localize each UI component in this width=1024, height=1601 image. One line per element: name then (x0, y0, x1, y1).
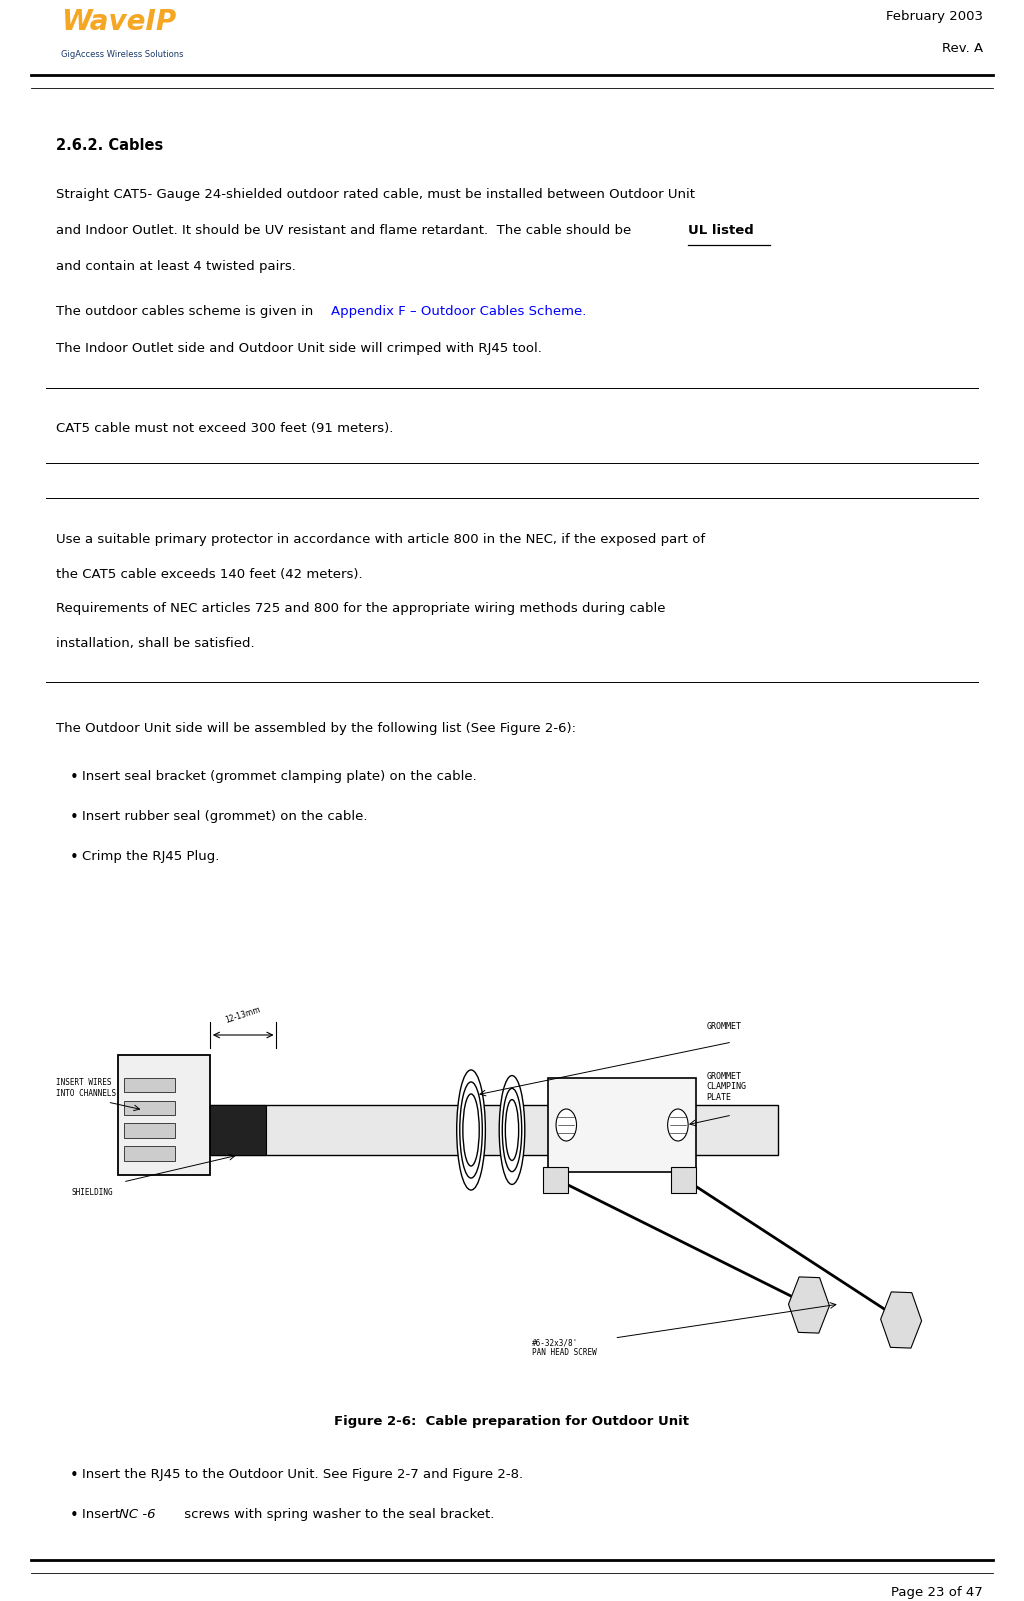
Bar (548, 1077, 696, 1172)
Bar (124, 1077, 174, 1092)
Ellipse shape (463, 1093, 479, 1166)
Text: GROMMET: GROMMET (707, 1021, 741, 1031)
Text: Insert: Insert (82, 1508, 124, 1521)
Ellipse shape (506, 1100, 518, 1161)
Bar (210, 1105, 266, 1154)
Text: #6-32x3/8'
PAN HEAD SCREW: #6-32x3/8' PAN HEAD SCREW (532, 1338, 597, 1358)
Text: UL listed: UL listed (688, 224, 754, 237)
Circle shape (668, 1109, 688, 1142)
Ellipse shape (502, 1089, 521, 1172)
Bar (124, 1146, 174, 1161)
Text: The Indoor Outlet side and Outdoor Unit side will crimped with RJ45 tool.: The Indoor Outlet side and Outdoor Unit … (56, 343, 542, 355)
Text: GigAccess Wireless Solutions: GigAccess Wireless Solutions (61, 50, 184, 59)
Text: •: • (70, 1468, 79, 1483)
Text: •: • (70, 810, 79, 825)
Text: Straight CAT5- Gauge 24-shielded outdoor rated cable, must be installed between : Straight CAT5- Gauge 24-shielded outdoor… (56, 187, 695, 202)
Text: The outdoor cables scheme is given in: The outdoor cables scheme is given in (56, 306, 317, 319)
Text: Figure 2-6:  Cable preparation for Outdoor Unit: Figure 2-6: Cable preparation for Outdoo… (335, 1415, 689, 1428)
Text: Use a suitable primary protector in accordance with article 800 in the NEC, if t: Use a suitable primary protector in acco… (56, 533, 706, 546)
Text: NC -6: NC -6 (119, 1508, 156, 1521)
Bar (543, 1167, 568, 1193)
Circle shape (556, 1109, 577, 1142)
Bar (124, 1124, 174, 1138)
Text: 2.6.2. Cables: 2.6.2. Cables (56, 138, 164, 154)
Ellipse shape (500, 1076, 524, 1185)
Text: Insert seal bracket (grommet clamping plate) on the cable.: Insert seal bracket (grommet clamping pl… (82, 770, 476, 783)
Ellipse shape (457, 1069, 485, 1190)
Bar (671, 1167, 696, 1193)
Text: Insert the RJ45 to the Outdoor Unit. See Figure 2-7 and Figure 2-8.: Insert the RJ45 to the Outdoor Unit. See… (82, 1468, 523, 1481)
Text: The Outdoor Unit side will be assembled by the following list (See Figure 2-6):: The Outdoor Unit side will be assembled … (56, 722, 577, 735)
Text: Rev. A: Rev. A (942, 42, 983, 54)
Text: •: • (70, 1508, 79, 1523)
Text: GROMMET
CLAMPING
PLATE: GROMMET CLAMPING PLATE (707, 1073, 746, 1101)
Text: •: • (70, 850, 79, 865)
Bar (118, 1055, 210, 1175)
Bar (124, 1100, 174, 1114)
Text: installation, shall be satisfied.: installation, shall be satisfied. (56, 637, 255, 650)
Text: Requirements of NEC articles 725 and 800 for the appropriate wiring methods duri: Requirements of NEC articles 725 and 800… (56, 602, 666, 615)
Text: February 2003: February 2003 (886, 10, 983, 22)
Text: WaveIP: WaveIP (61, 8, 177, 35)
Text: CAT5 cable must not exceed 300 feet (91 meters).: CAT5 cable must not exceed 300 feet (91 … (56, 423, 393, 435)
Text: SHIELDING: SHIELDING (72, 1188, 114, 1198)
Text: Page 23 of 47: Page 23 of 47 (891, 1587, 983, 1599)
Bar (210, 1105, 778, 1154)
Text: Appendix F – Outdoor Cables Scheme.: Appendix F – Outdoor Cables Scheme. (332, 306, 587, 319)
Text: the CAT5 cable exceeds 140 feet (42 meters).: the CAT5 cable exceeds 140 feet (42 mete… (56, 568, 362, 581)
Text: Insert rubber seal (grommet) on the cable.: Insert rubber seal (grommet) on the cabl… (82, 810, 368, 823)
Text: screws with spring washer to the seal bracket.: screws with spring washer to the seal br… (180, 1508, 495, 1521)
Text: •: • (70, 770, 79, 784)
Text: and contain at least 4 twisted pairs.: and contain at least 4 twisted pairs. (56, 259, 296, 274)
Text: 12-13mm: 12-13mm (224, 1005, 262, 1025)
Text: Crimp the RJ45 Plug.: Crimp the RJ45 Plug. (82, 850, 219, 863)
Text: INSERT WIRES
INTO CHANNELS: INSERT WIRES INTO CHANNELS (56, 1079, 117, 1098)
Text: and Indoor Outlet. It should be UV resistant and flame retardant.  The cable sho: and Indoor Outlet. It should be UV resis… (56, 224, 636, 237)
Ellipse shape (460, 1082, 482, 1178)
